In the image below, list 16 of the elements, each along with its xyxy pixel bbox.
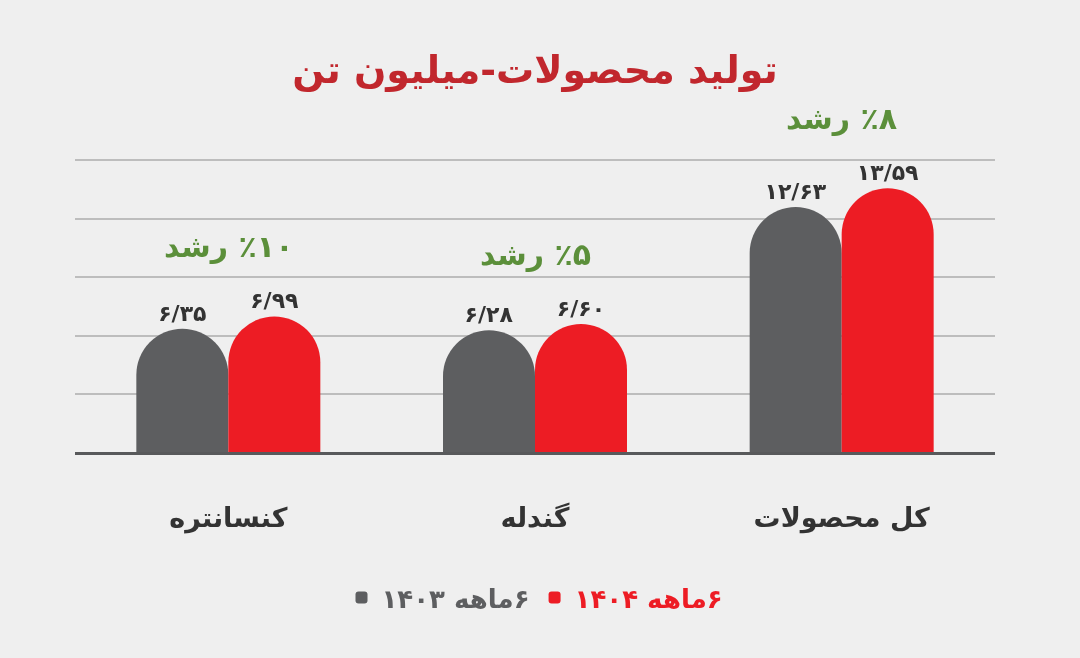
legend-label: ۶ماهه ۱۴۰۴ <box>574 583 723 614</box>
data-label: ۶/۹۹ <box>250 288 299 314</box>
chart-title: تولید محصولات-میلیون تن <box>292 48 778 93</box>
data-label: ۶/۳۵ <box>158 300 207 326</box>
data-label: ۶/۲۸ <box>464 302 514 328</box>
bar <box>841 188 934 452</box>
annotation: ٪۵ رشد <box>480 237 592 272</box>
legend-label: ۶ماهه ۱۴۰۳ <box>381 583 530 614</box>
x-tick-label: کنسانتره <box>169 502 288 535</box>
x-tick-label: گندله <box>500 502 570 534</box>
data-label: ۶/۶۰ <box>556 295 606 321</box>
x-tick-label: کل محصولات <box>753 502 931 535</box>
data-label: ۱۲/۶۳ <box>764 178 827 204</box>
annotation: ٪۱۰ رشد <box>164 229 294 264</box>
text: ٪۸ رشد <box>786 101 898 136</box>
data-label: ۱۳/۵۹ <box>856 160 919 186</box>
